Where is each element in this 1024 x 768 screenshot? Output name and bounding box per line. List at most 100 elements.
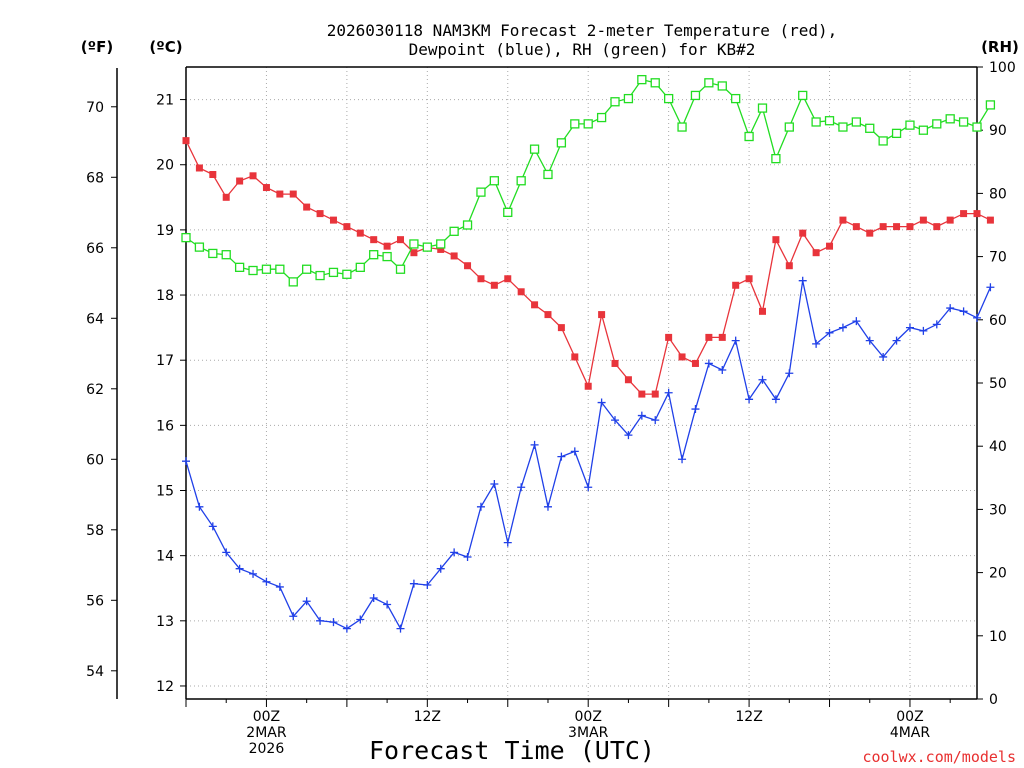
dewpoint-point [785, 369, 794, 378]
temperature-point [236, 177, 244, 185]
celsius-tick-label: 16 [156, 418, 174, 434]
dewpoint-point [892, 336, 901, 345]
temperature-point [504, 275, 512, 283]
x-tick-label: 2026 [249, 741, 285, 757]
dewpoint-point [745, 395, 754, 404]
rh-tick-label: 80 [989, 186, 1007, 202]
celsius-tick-label: 18 [156, 288, 174, 304]
dewpoint-point [490, 479, 499, 488]
temperature-point [531, 301, 539, 309]
x-tick-label: 00Z [575, 709, 602, 725]
rh-point [234, 262, 245, 272]
temperature-point [718, 333, 726, 341]
celsius-tick-label: 19 [156, 223, 174, 239]
fahrenheit-tick-label: 54 [86, 664, 104, 680]
x-tick-label: 00Z [896, 709, 923, 725]
rh-point [342, 269, 352, 279]
chart-title-line-2: Dewpoint (blue), RH (green) for KB#2 [409, 40, 756, 59]
dewpoint-point [222, 548, 231, 557]
temperature-point [906, 223, 914, 231]
rh-point [824, 116, 835, 126]
dewpoint-point [463, 552, 472, 561]
temperature-point [799, 229, 807, 237]
dewpoint-point [409, 579, 418, 588]
dewpoint-point [570, 447, 579, 456]
dewpoint-point [543, 502, 552, 511]
rh-point [395, 264, 406, 274]
temperature-point [276, 190, 284, 198]
dewpoint-point [557, 452, 566, 461]
temperature-point [464, 262, 472, 270]
temperature-point [839, 216, 847, 224]
rh-tick-label: 100 [989, 60, 1016, 76]
rh-point [543, 169, 553, 180]
temperature-point [638, 390, 646, 398]
temperature-point [745, 275, 753, 283]
rh-point [690, 90, 701, 101]
rh-tick-label: 0 [989, 692, 998, 708]
rh-point [663, 93, 674, 104]
x-tick-label: 3MAR [568, 725, 609, 741]
dewpoint-point [611, 416, 620, 425]
dewpoint-point [812, 339, 821, 348]
x-tick-label: 00Z [253, 709, 280, 725]
rh-tick-label: 70 [989, 250, 1007, 266]
dewpoint-point [356, 615, 365, 624]
fahrenheit-tick-label: 70 [86, 100, 104, 116]
dewpoint-point [838, 323, 847, 332]
temperature-point [383, 242, 391, 250]
temperature-point [732, 281, 740, 289]
rh-point [677, 122, 687, 132]
fahrenheit-tick-label: 66 [86, 241, 104, 257]
rh-point [771, 153, 781, 164]
temperature-point [397, 236, 405, 244]
dewpoint-point [182, 457, 190, 466]
x-tick-label: 12Z [735, 709, 762, 725]
temperature-point [665, 333, 673, 341]
rh-point [194, 242, 205, 252]
fahrenheit-tick-label: 62 [86, 382, 104, 398]
temperature-point [611, 359, 619, 367]
temperature-point [772, 236, 780, 244]
rh-point [248, 265, 258, 276]
temperature-point [705, 333, 713, 341]
temperature-point [490, 281, 498, 289]
dewpoint-point [329, 618, 338, 627]
dewpoint-point [664, 388, 673, 397]
temperature-point [517, 288, 525, 296]
dewpoint-point [731, 336, 740, 345]
temperature-point [879, 223, 887, 231]
rh-tick-label: 40 [989, 439, 1007, 455]
rh-point [650, 78, 660, 88]
series-lines [181, 74, 996, 633]
celsius-tick-label: 14 [156, 549, 174, 565]
rh-point [436, 239, 446, 249]
rh-point [891, 128, 902, 139]
dewpoint-point [235, 564, 244, 573]
temperature-point [852, 223, 860, 231]
dewpoint-point [316, 616, 325, 625]
dewpoint-point [302, 597, 311, 606]
rh-tick-label: 20 [989, 566, 1007, 582]
rh-point [704, 78, 714, 88]
temperature-point [893, 223, 901, 231]
rh-point [275, 264, 285, 274]
dewpoint-point [718, 365, 727, 374]
dewpoint-point [289, 612, 298, 621]
dewpoint-point [249, 569, 258, 578]
rh-axis-label: (RH) [981, 38, 1019, 56]
temperature-point [329, 216, 337, 224]
temperature-point [316, 210, 324, 218]
rh-point [315, 270, 325, 281]
temperature-point [785, 262, 793, 270]
rh-point [449, 226, 459, 236]
dewpoint-point [369, 594, 378, 603]
rh-point [851, 117, 861, 127]
rh-point [181, 232, 191, 243]
dewpoint-point [852, 317, 861, 326]
x-axis-title: Forecast Time (UTC) [369, 736, 655, 765]
temperature-point [222, 193, 230, 201]
dewpoint-point [503, 538, 512, 547]
axes: 54 56 58 60 62 64 66 68 70 12 13 14 15 16 17 18 19 20 21 0 1… [86, 60, 1016, 757]
chart-title-line-1: 2026030118 NAM3KM Forecast 2-meter Tempe… [327, 21, 838, 40]
